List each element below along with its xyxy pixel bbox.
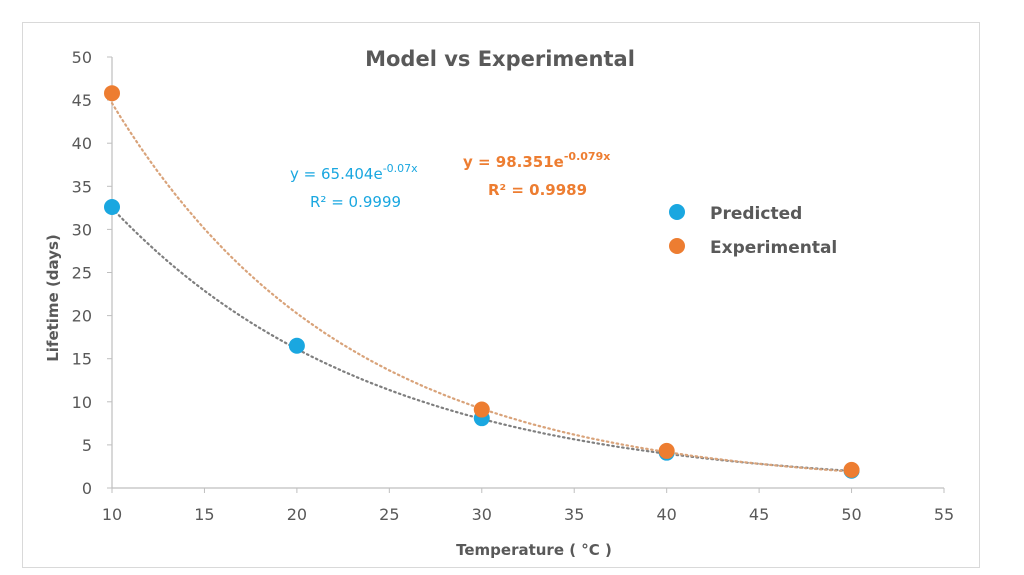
y-tick-label: 15 — [72, 350, 92, 369]
data-points — [104, 85, 860, 479]
y-tick-label: 30 — [72, 220, 92, 239]
chart-frame — [22, 22, 980, 568]
point-experimental — [843, 461, 860, 478]
svg-text:y = 65.404e-0.07x: y = 65.404e-0.07x — [290, 162, 418, 183]
legend-marker-experimental — [669, 238, 685, 254]
predicted-r2: R² = 0.9999 — [310, 193, 401, 211]
svg-text:y = 98.351e-0.079x: y = 98.351e-0.079x — [463, 150, 610, 171]
x-tick-label: 50 — [841, 505, 861, 524]
y-tick-label: 35 — [72, 177, 92, 196]
point-experimental — [104, 85, 120, 102]
y-tick-label: 5 — [82, 436, 92, 455]
legend-marker-predicted — [669, 204, 685, 220]
y-tick-label: 40 — [72, 134, 92, 153]
y-tick-label: 50 — [72, 48, 92, 67]
point-predicted — [104, 198, 120, 215]
axes: 10 15 20 25 30 35 40 45 50 55 0 5 10 15 20 25 30 35 40 45 50 — [72, 48, 955, 524]
point-experimental — [658, 442, 675, 459]
x-tick-label: 45 — [749, 505, 769, 524]
y-tick-label: 0 — [82, 479, 92, 498]
y-tick-label: 45 — [72, 91, 92, 110]
y-tick-label: 25 — [72, 264, 92, 283]
x-tick-label: 10 — [102, 505, 122, 524]
x-axis-title: Temperature ( °C ) — [456, 541, 612, 559]
x-tick-label: 30 — [472, 505, 492, 524]
predicted-equation-exponent: -0.07x — [383, 162, 418, 175]
x-tick-label: 15 — [194, 505, 214, 524]
x-tick-label: 25 — [379, 505, 399, 524]
experimental-equation-base: y = 98.351e — [463, 153, 564, 171]
predicted-trendline-equation: y = 65.404e-0.07x R² = 0.9999 — [290, 162, 418, 211]
y-tick-label: 10 — [72, 393, 92, 412]
legend: Predicted Experimental — [669, 204, 837, 258]
chart-title: Model vs Experimental — [365, 47, 635, 71]
point-predicted — [288, 337, 305, 354]
experimental-equation-exponent: -0.079x — [564, 150, 610, 163]
x-tick-label: 55 — [934, 505, 954, 524]
experimental-trendline-equation: y = 98.351e-0.079x R² = 0.9989 — [463, 150, 610, 199]
x-tick-label: 40 — [656, 505, 676, 524]
predicted-equation-base: y = 65.404e — [290, 165, 383, 183]
point-experimental — [473, 401, 490, 418]
x-tick-label: 20 — [287, 505, 307, 524]
legend-label-experimental: Experimental — [710, 238, 837, 258]
legend-label-predicted: Predicted — [710, 204, 802, 224]
y-axis-title: Lifetime (days) — [44, 234, 62, 362]
experimental-r2: R² = 0.9989 — [488, 181, 587, 199]
x-tick-label: 35 — [564, 505, 584, 524]
y-tick-label: 20 — [72, 307, 92, 326]
